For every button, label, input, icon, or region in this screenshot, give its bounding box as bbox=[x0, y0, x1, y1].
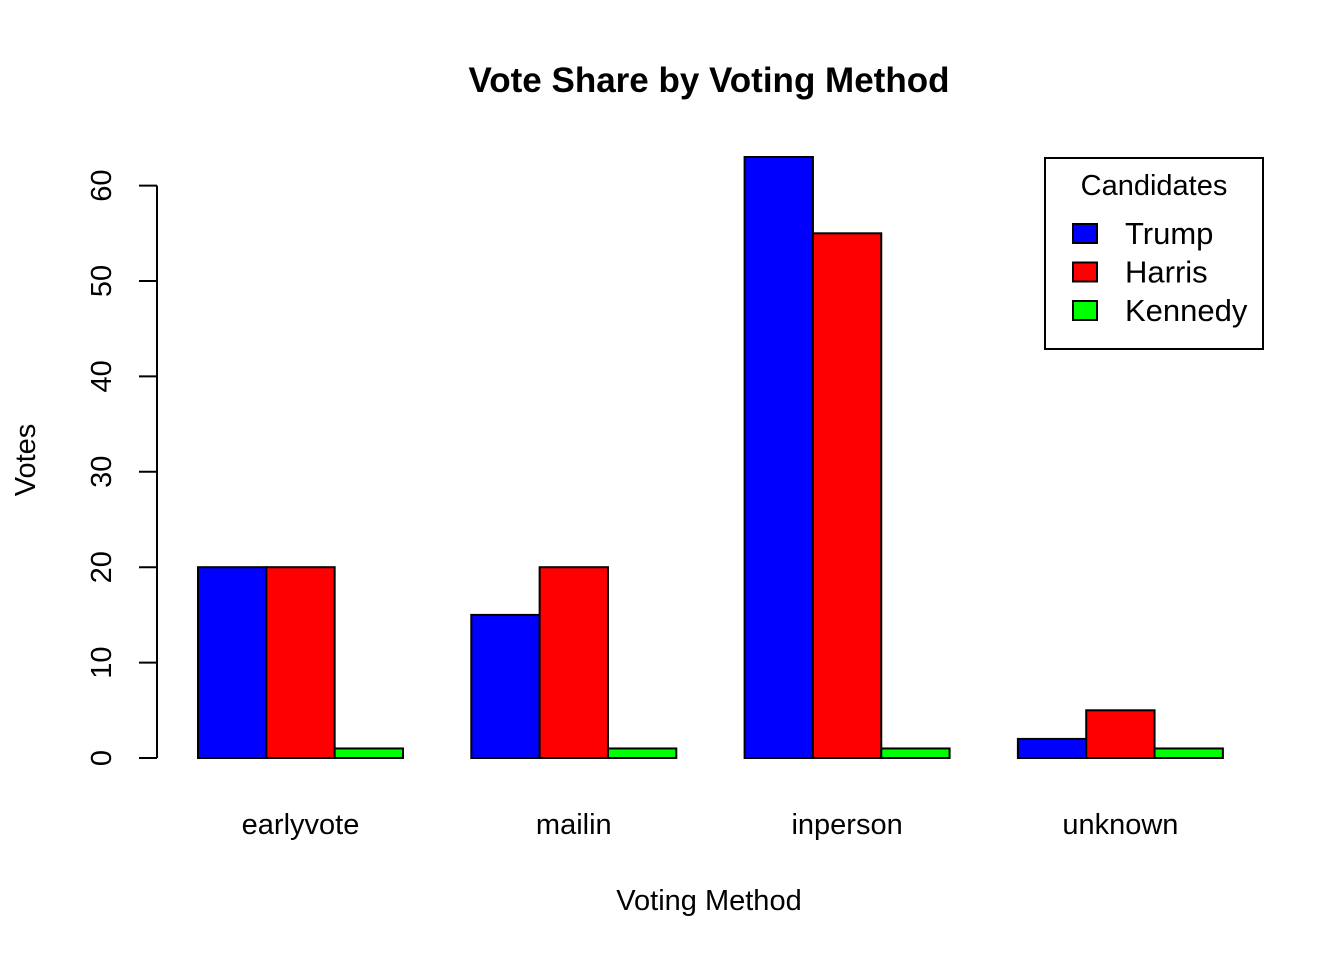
legend-label-harris: Harris bbox=[1125, 255, 1208, 290]
bar-harris-earlyvote bbox=[265, 566, 336, 760]
bar-kennedy-inperson bbox=[880, 747, 951, 760]
y-tick-label: 20 bbox=[86, 551, 118, 583]
x-tick-label: mailin bbox=[536, 809, 612, 841]
y-tick-label: 0 bbox=[86, 750, 118, 766]
legend-label-trump: Trump bbox=[1125, 216, 1213, 251]
legend-title: Candidates bbox=[1081, 170, 1228, 202]
legend-swatch-kennedy bbox=[1072, 300, 1098, 321]
x-tick-label: inperson bbox=[791, 809, 902, 841]
y-tick-label: 40 bbox=[86, 360, 118, 392]
bar-kennedy-mailin bbox=[606, 747, 678, 760]
legend-swatch-harris bbox=[1072, 261, 1098, 283]
bar-trump-inperson bbox=[743, 156, 814, 759]
y-tick-label: 10 bbox=[86, 646, 118, 678]
x-axis-title: Voting Method bbox=[616, 885, 801, 917]
bar-kennedy-unknown bbox=[1153, 747, 1224, 760]
x-axis-labels: earlyvote mailin inperson unknown bbox=[242, 809, 1179, 841]
legend-label-kennedy: Kennedy bbox=[1125, 293, 1248, 328]
y-tick-label: 30 bbox=[86, 456, 118, 488]
chart-title: Vote Share by Voting Method bbox=[469, 61, 950, 100]
bar-kennedy-earlyvote bbox=[333, 747, 404, 760]
bar-trump-earlyvote bbox=[197, 566, 268, 760]
x-tick-label: unknown bbox=[1062, 809, 1178, 841]
legend-swatch-trump bbox=[1072, 223, 1098, 244]
x-tick-label: earlyvote bbox=[242, 809, 360, 841]
y-axis-title: Votes bbox=[10, 424, 42, 497]
y-tick-label: 60 bbox=[86, 169, 118, 201]
y-axis: 0 10 20 30 40 50 60 bbox=[86, 169, 158, 766]
bar-harris-unknown bbox=[1085, 709, 1156, 759]
bar-group bbox=[197, 156, 1224, 760]
y-tick-label: 50 bbox=[86, 265, 118, 297]
bar-harris-mailin bbox=[538, 566, 609, 760]
bar-trump-unknown bbox=[1016, 737, 1088, 760]
bar-harris-inperson bbox=[811, 232, 883, 760]
bar-trump-mailin bbox=[470, 613, 541, 760]
